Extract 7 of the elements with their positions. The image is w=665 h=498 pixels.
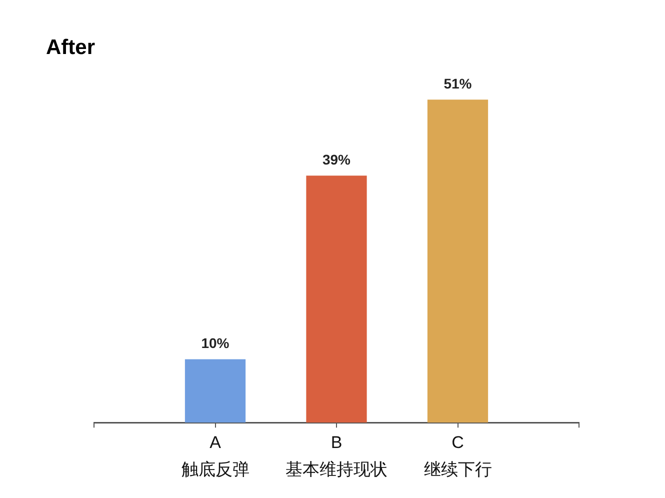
- data-label: 51%: [444, 75, 472, 92]
- data-label: 39%: [322, 151, 352, 168]
- x-tick-label: C 继续下行: [424, 432, 492, 480]
- x-tick-label: B 基本维持现状: [286, 432, 388, 480]
- chart-title: After: [46, 36, 96, 60]
- data-label: 10%: [201, 335, 230, 352]
- x-tick-label: A 触底反弹: [181, 432, 250, 480]
